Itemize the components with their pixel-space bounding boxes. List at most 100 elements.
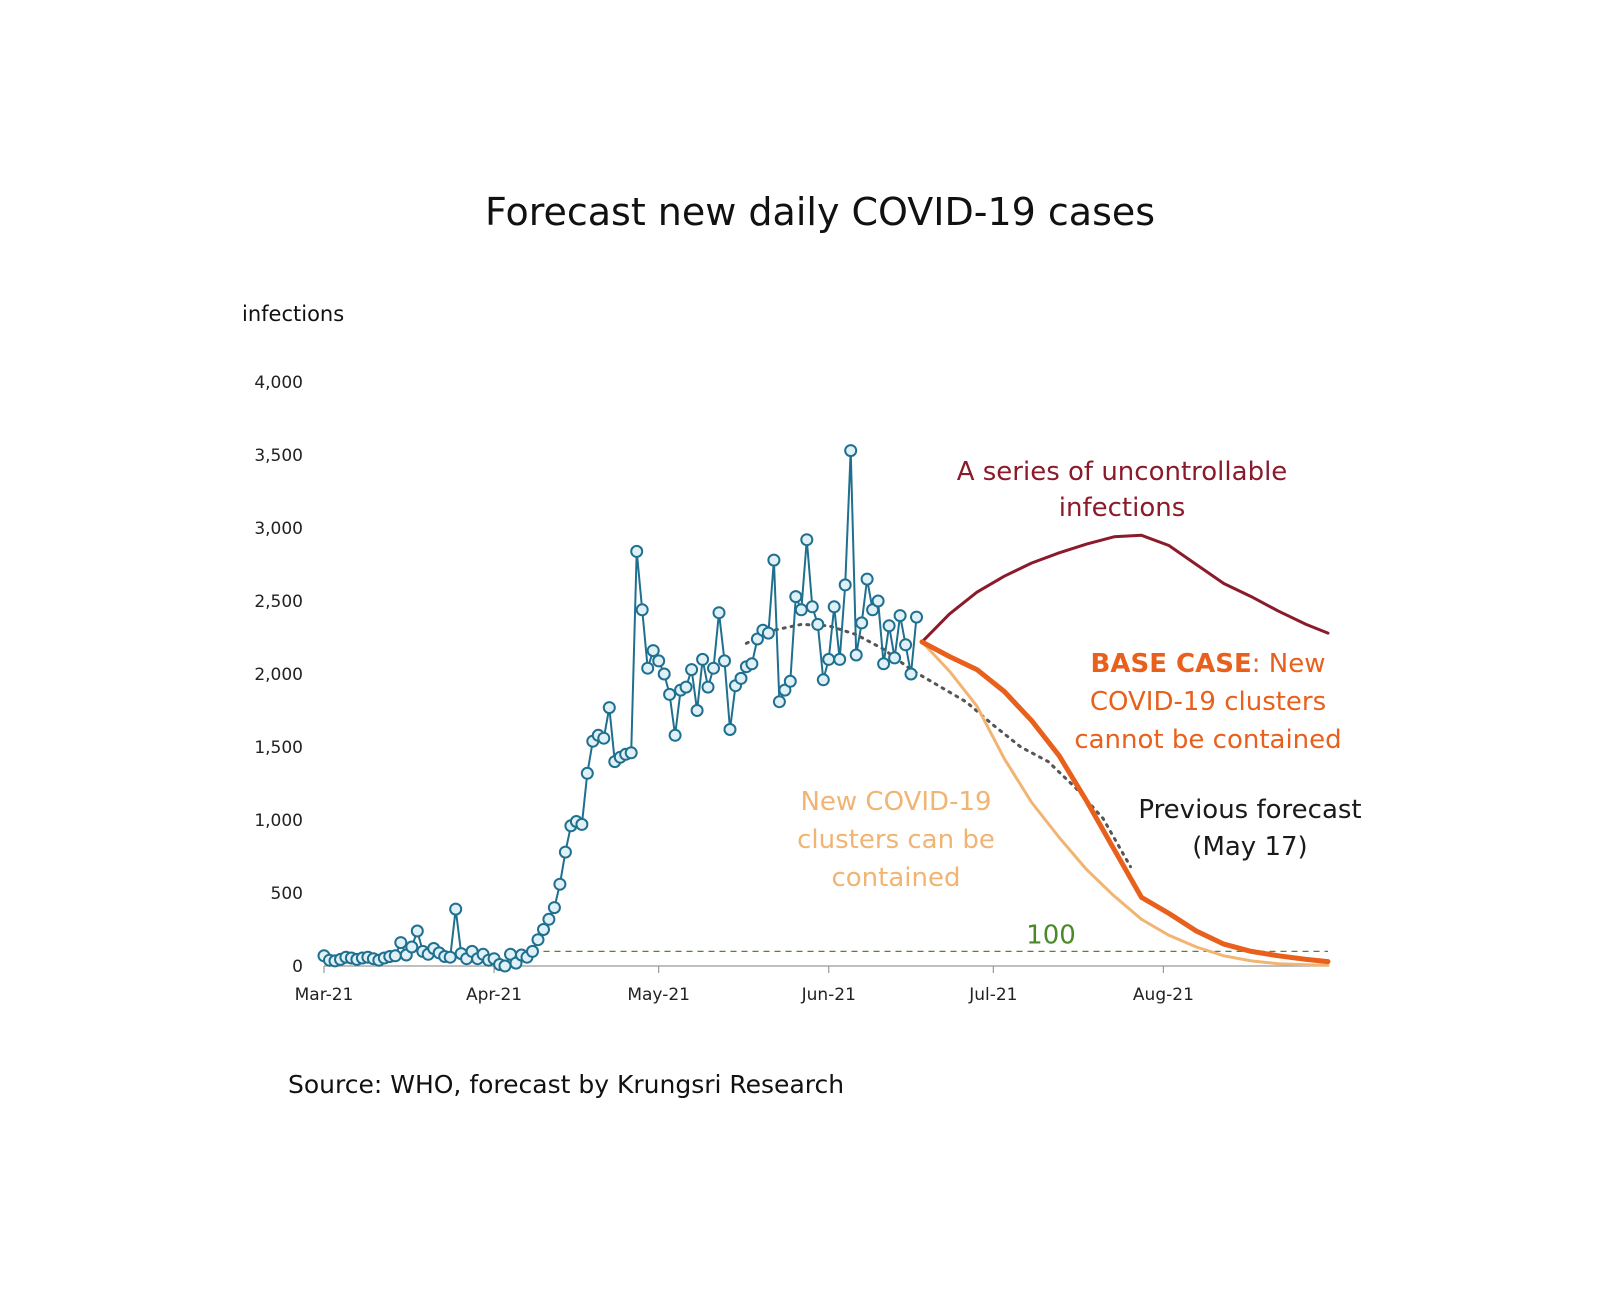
- data-point: [679, 680, 693, 694]
- x-tick-label: Jun-21: [801, 985, 856, 1005]
- y-tick-label: 0: [292, 957, 303, 977]
- data-point: [657, 667, 671, 681]
- data-point: [707, 661, 720, 675]
- data-point: [838, 578, 852, 592]
- data-point: [547, 901, 561, 915]
- series-line-contained: [920, 640, 1330, 967]
- reference-line-group: 100: [521, 920, 1328, 953]
- data-point: [526, 944, 539, 958]
- data-point: [910, 610, 923, 624]
- data-point: [723, 723, 737, 736]
- data-point: [745, 657, 759, 671]
- data-point: [624, 746, 638, 760]
- data-point: [701, 680, 715, 694]
- y-tick-label: 3,500: [254, 446, 303, 466]
- data-point: [833, 652, 847, 666]
- y-axis-ticks: 0 500 1,000 1,500 2,000 2,500 3,000 3,500 4,000: [254, 373, 303, 977]
- data-point: [877, 657, 891, 671]
- data-point: [882, 619, 896, 633]
- series-line-base-case: [919, 639, 1331, 965]
- annotation-base-case-bold: BASE CASE: [1091, 649, 1252, 679]
- data-point: [410, 924, 424, 938]
- y-axis-label: infections: [242, 302, 345, 326]
- y-tick-label: 4,000: [254, 373, 303, 393]
- data-point: [635, 603, 649, 617]
- data-point: [394, 936, 408, 950]
- data-point: [855, 616, 869, 630]
- x-tick-label: Jul-21: [968, 985, 1017, 1005]
- data-point: [388, 949, 402, 963]
- reference-line-label: 100: [1026, 920, 1076, 950]
- data-point: [899, 638, 913, 652]
- data-point: [822, 652, 836, 666]
- data-point: [646, 644, 660, 658]
- data-point: [553, 877, 567, 891]
- y-tick-label: 500: [271, 884, 303, 904]
- x-tick-label: Aug-21: [1133, 985, 1194, 1005]
- data-point: [690, 704, 704, 717]
- data-point: [641, 661, 655, 675]
- data-point: [888, 651, 902, 665]
- data-point: [575, 817, 589, 831]
- x-tick-label: Mar-21: [295, 985, 354, 1005]
- data-point: [696, 652, 710, 666]
- series-markers: [317, 444, 923, 973]
- data-point: [860, 572, 874, 586]
- data-point: [443, 950, 457, 964]
- data-point: [712, 606, 726, 620]
- chart-title: Forecast new daily COVID-19 cases: [484, 190, 1156, 234]
- data-point: [767, 553, 781, 567]
- data-point: [805, 600, 819, 614]
- annotation-uncontrollable: infections: [1059, 493, 1186, 523]
- data-point: [844, 444, 858, 458]
- data-point: [789, 590, 803, 604]
- data-point: [580, 766, 594, 780]
- data-point: [602, 701, 616, 715]
- data-point: [794, 603, 808, 617]
- source-note: Source: WHO, forecast by Krungsri Resear…: [288, 1070, 845, 1099]
- y-tick-label: 1,000: [254, 811, 303, 831]
- annotation-base-case: COVID-19 clusters: [1090, 687, 1326, 717]
- annotation-base-case: cannot be contained: [1074, 725, 1341, 755]
- annotation-uncontrollable: A series of uncontrollable: [957, 457, 1288, 487]
- data-point: [783, 674, 797, 688]
- data-point: [685, 663, 699, 677]
- y-tick-label: 3,000: [254, 519, 303, 539]
- data-point: [816, 673, 830, 687]
- annotation-contained: contained: [831, 863, 960, 893]
- data-point: [498, 959, 512, 973]
- data-point: [597, 731, 611, 745]
- data-point: [531, 933, 545, 947]
- series-line-actual: [323, 449, 918, 967]
- annotation-base-case-heading: BASE CASE: New: [1091, 649, 1326, 679]
- annotation-contained: clusters can be: [797, 825, 995, 855]
- series-line-uncontrollable: [920, 533, 1330, 644]
- x-tick-label: Apr-21: [466, 985, 522, 1005]
- data-point: [772, 695, 786, 709]
- data-point: [663, 687, 677, 701]
- y-tick-label: 1,500: [254, 738, 303, 758]
- data-point: [652, 654, 666, 668]
- data-point: [718, 654, 731, 668]
- data-point: [811, 617, 825, 631]
- series-line-previous-forecast: [744, 622, 1132, 869]
- annotation-contained: New COVID-19: [800, 787, 991, 817]
- annotation-previous-forecast: Previous forecast: [1138, 795, 1361, 825]
- data-point: [630, 544, 644, 558]
- x-tick-label: May-21: [627, 985, 690, 1005]
- data-point: [827, 600, 841, 614]
- data-point: [537, 923, 550, 936]
- annotation-base-case-rest: : New: [1252, 649, 1326, 679]
- data-point: [449, 902, 463, 916]
- data-point: [871, 594, 885, 608]
- data-point: [558, 845, 572, 859]
- data-point: [734, 671, 748, 685]
- annotation-previous-forecast: (May 17): [1192, 832, 1307, 862]
- data-point: [405, 940, 419, 954]
- data-point: [893, 609, 907, 623]
- data-point: [542, 912, 556, 926]
- y-tick-label: 2,500: [254, 592, 303, 612]
- x-axis: Mar-21 Apr-21 May-21 Jun-21 Jul-21 Aug-21: [295, 965, 1328, 1005]
- data-point: [668, 728, 682, 742]
